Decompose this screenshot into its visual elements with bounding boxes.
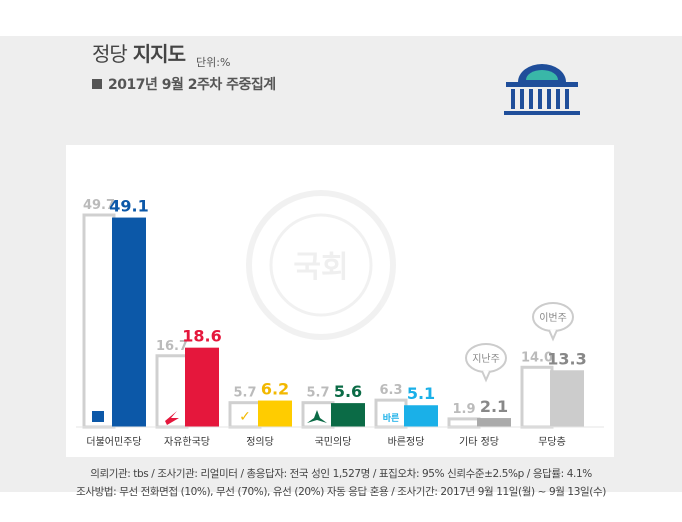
category-label: 정의당: [246, 436, 274, 448]
data-label-this-week: 13.3: [547, 349, 586, 368]
party-logo-text: 바른: [383, 412, 400, 424]
national-assembly-logo: [504, 64, 580, 115]
data-label-prev-week: 1.9: [452, 402, 475, 417]
data-label-this-week: 5.1: [407, 384, 435, 403]
category-label: 자유한국당: [164, 436, 210, 448]
party-logo-icon: [92, 411, 104, 422]
page-title: 정당 지지도: [92, 42, 186, 66]
footer-line-1: 의뢰기관: tbs / 조사기관: 리얼미터 / 총응답자: 전국 성인 1,5…: [90, 468, 592, 480]
data-label-prev-week: 14.0: [521, 350, 553, 365]
bar-this-week: [550, 370, 584, 427]
category-label: 무당층: [538, 436, 566, 448]
data-label-this-week: 2.1: [480, 397, 508, 416]
bar-prev-week: [520, 365, 554, 429]
bar-this-week: [404, 405, 438, 427]
square-bullet-icon: [92, 79, 102, 89]
callout-this-week-label: 이번주: [539, 312, 567, 324]
category-label: 바른정당: [388, 436, 425, 448]
data-label-prev-week: 16.7: [156, 339, 188, 354]
callout-prev-week-label: 지난주: [472, 353, 500, 365]
bar-this-week: [331, 403, 365, 427]
bar-this-week: [185, 347, 219, 427]
category-label: 기타 정당: [459, 436, 499, 448]
bar-prev-week: [374, 398, 408, 429]
footer-line-2: 조사방법: 무선 전화면접 (10%), 무선 (70%), 유선 (20%) …: [76, 486, 606, 498]
party-logo-icon: [165, 411, 179, 425]
data-label-prev-week: 5.7: [306, 386, 329, 401]
data-label-prev-week: 49.7: [83, 198, 115, 213]
bar-prev-week: [82, 213, 116, 429]
bar-this-week: [477, 418, 511, 427]
bar-this-week: [112, 217, 146, 427]
data-label-this-week: 49.1: [109, 197, 148, 216]
category-label: 더불어민주당: [86, 436, 141, 448]
chart-card: 국회 49.7 49.1 더불어민주당 16.7 18.6 자유한국당 5.7 6.2 ✓ 정의당…: [66, 145, 614, 457]
unit-label: 단위:%: [196, 56, 231, 69]
bar-chart: 국회 49.749.1 더불어민주당 16.718.6 자유한국당 5.7 6.2 ✓ 정의당…: [76, 190, 604, 448]
party-logo-text: ✓: [239, 409, 251, 425]
data-label-prev-week: 6.3: [379, 383, 402, 398]
bar-prev-week: [155, 354, 189, 429]
party-logo-icon: [307, 410, 327, 423]
callout-prev-week-bubble-tail: [481, 370, 491, 383]
bar-this-week: [258, 400, 292, 427]
watermark-text: 국회: [293, 250, 348, 285]
subtitle: 2017년 9월 2주차 주중집계: [92, 74, 276, 94]
category-label: 국민의당: [315, 436, 352, 448]
data-label-this-week: 5.6: [334, 382, 362, 401]
callout-this-week-bubble-tail: [548, 329, 558, 342]
data-label-this-week: 6.2: [261, 380, 289, 399]
watermark-seal: 국회: [246, 190, 396, 340]
bar-prev-week: [447, 417, 481, 429]
data-label-this-week: 18.6: [182, 327, 221, 346]
data-label-prev-week: 5.7: [233, 386, 256, 401]
